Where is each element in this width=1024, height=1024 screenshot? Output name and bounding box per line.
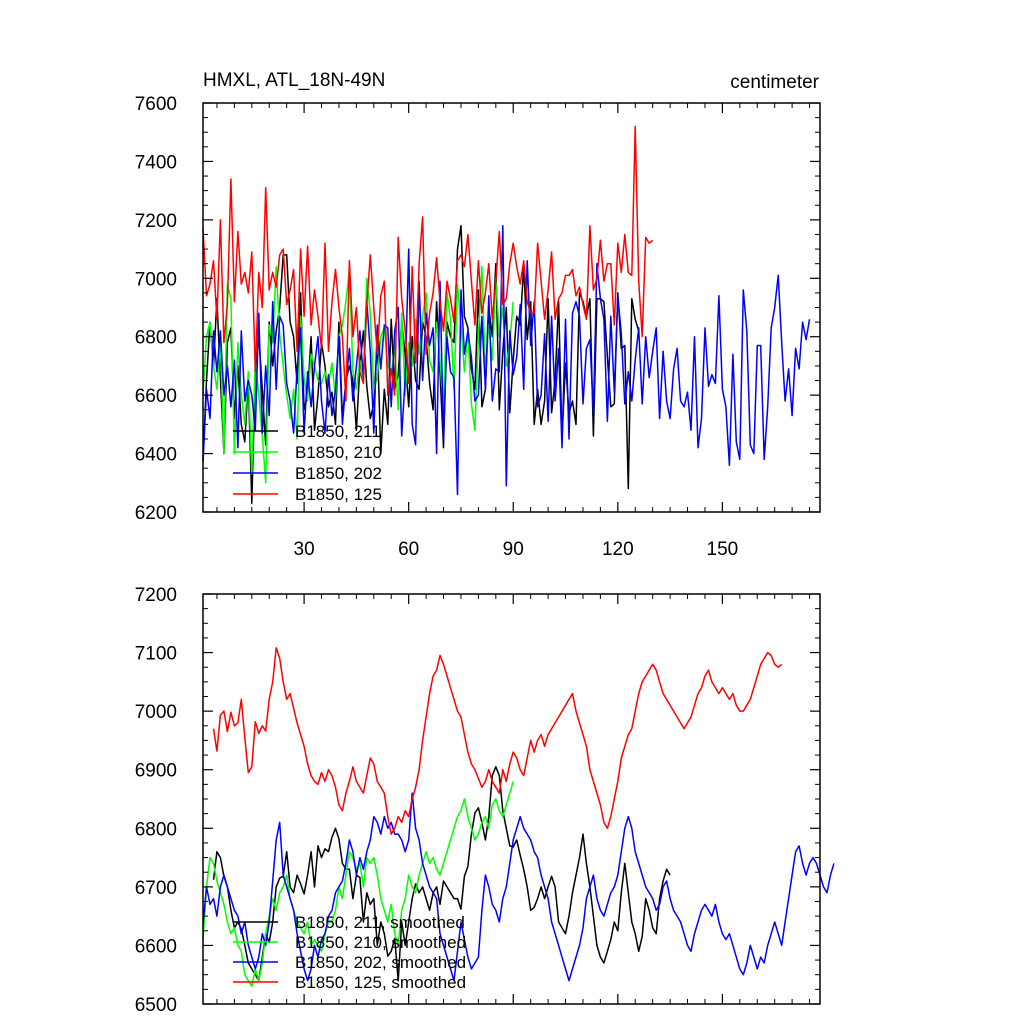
y-tick-label: 6600	[135, 936, 177, 957]
top-panel: HMXL, ATL_18N-49N centimeter 6200 6400 660…	[135, 70, 821, 560]
tick-label-layer: 6500 6600 6700 6800 6900 7000 7100 7200	[135, 585, 177, 1016]
y-tick-label: 7200	[135, 211, 177, 232]
tick-label-layer: 6200 6400 6600 6800 7000 7200 7400 7600 30 60 90 12…	[135, 94, 739, 560]
legend-label-3: B1850, 125	[295, 485, 382, 504]
series-layer	[202, 647, 835, 988]
y-tick-label: 6200	[135, 503, 177, 524]
plot-frame	[202, 102, 821, 513]
y-tick-label: 7100	[135, 644, 177, 665]
legend-label-1: B1850, 210	[295, 443, 382, 462]
series-line-2	[202, 792, 835, 982]
x-tick-label: 90	[503, 539, 524, 560]
legend-label-1: B1850, 210, smoothed	[295, 933, 466, 952]
series-line-2	[202, 224, 811, 496]
x-tick-label: 150	[707, 539, 739, 560]
chart-title: HMXL, ATL_18N-49N	[203, 70, 385, 91]
series-line-0	[202, 224, 640, 504]
legend-label-2: B1850, 202	[295, 464, 382, 483]
legend-label-0: B1850, 211, smoothed	[295, 913, 465, 932]
y-tick-label: 6400	[135, 445, 177, 466]
legend-label-2: B1850, 202, smoothed	[295, 953, 466, 972]
y-tick-label: 6700	[135, 878, 177, 899]
series-layer	[202, 125, 811, 504]
legend-label-3: B1850, 125, smoothed	[295, 973, 466, 992]
y-tick-label: 7000	[135, 702, 177, 723]
y-tick-label: 7400	[135, 152, 177, 173]
bottom-panel: 6500 6600 6700 6800 6900 7000 7100 7200 B1850, …	[135, 585, 835, 1016]
y-tick-label: 6800	[135, 328, 177, 349]
y-tick-label: 6800	[135, 819, 177, 840]
series-line-1	[202, 265, 514, 484]
legend-label-0: B1850, 211	[295, 422, 381, 441]
series-line-0	[212, 766, 671, 982]
y-tick-label: 7600	[135, 94, 177, 115]
y-tick-label: 7200	[135, 585, 177, 606]
units-label: centimeter	[730, 72, 819, 93]
series-line-3	[212, 647, 783, 835]
x-tick-label: 120	[602, 539, 634, 560]
series-line-3	[202, 125, 654, 402]
legend: B1850, 211 B1850, 210 B1850, 202 B1850, 125	[233, 422, 382, 504]
tick-layer	[203, 593, 820, 1005]
y-tick-label: 7000	[135, 269, 177, 290]
y-tick-label: 6900	[135, 761, 177, 782]
y-tick-label: 6600	[135, 386, 177, 407]
x-tick-label: 60	[398, 539, 419, 560]
plot-frame	[202, 593, 821, 1005]
x-tick-label: 30	[294, 539, 315, 560]
y-tick-label: 6500	[135, 995, 177, 1016]
